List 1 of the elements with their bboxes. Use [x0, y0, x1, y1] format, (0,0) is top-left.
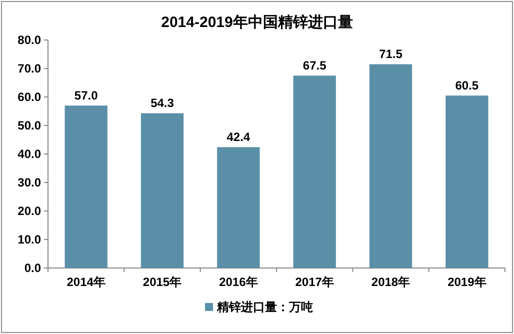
title: 2014-2019年中国精锌进口量 [161, 14, 353, 31]
